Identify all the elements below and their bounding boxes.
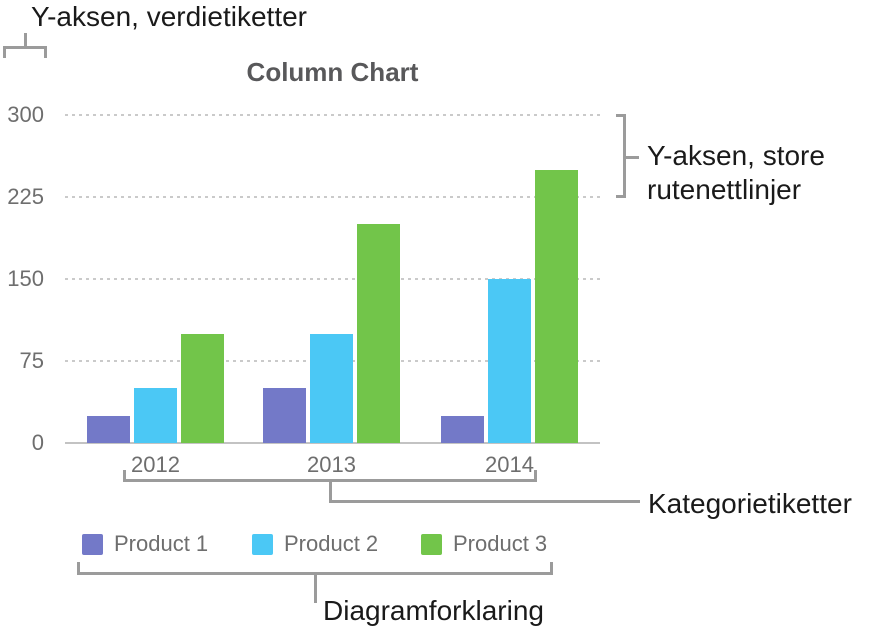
x-axis-line — [65, 442, 600, 444]
legend-swatch-product-1 — [82, 533, 103, 555]
y-axis-tick-label-0: 0 — [31, 430, 44, 455]
gridline-225 — [65, 196, 600, 198]
gridline-300 — [65, 114, 600, 116]
bar-product-3-2013 — [357, 224, 400, 443]
callout-bracket-categories-line — [329, 500, 640, 503]
callout-category-labels: Kategorietiketter — [648, 488, 852, 519]
y-axis-tick-label-300: 300 — [7, 102, 44, 127]
legend-item-product-1: Product 1 — [82, 531, 208, 557]
legend-label-product-3: Product 3 — [453, 531, 548, 556]
legend-item-product-3: Product 3 — [421, 531, 547, 557]
legend-swatch-product-3 — [421, 533, 442, 555]
category-label-2014: 2014 — [485, 452, 534, 477]
legend-label-product-2: Product 2 — [284, 531, 379, 556]
bar-product-2-2014 — [488, 279, 531, 443]
callout-y-axis-gridlines: Y-aksen, store rutenettlinjer — [647, 140, 825, 205]
bar-product-2-2012 — [134, 388, 177, 443]
callout-bracket-y-values — [3, 46, 47, 58]
y-axis-tick-label-150: 150 — [7, 266, 44, 291]
callout-bracket-categories-stem — [329, 479, 332, 503]
callout-bracket-y-values-stem — [24, 33, 27, 49]
gridline-150 — [65, 278, 600, 280]
legend-swatch-product-2 — [252, 533, 273, 555]
bar-product-2-2013 — [310, 333, 353, 443]
callout-bracket-gridlines-tick — [626, 156, 639, 159]
callout-legend: Diagramforklaring — [323, 595, 544, 626]
bar-product-1-2012 — [87, 415, 130, 443]
bar-product-3-2012 — [181, 333, 224, 443]
y-axis-tick-label-75: 75 — [19, 348, 44, 373]
chart-title: Column Chart — [246, 57, 419, 87]
legend-item-product-2: Product 2 — [252, 531, 378, 557]
bar-product-1-2013 — [263, 388, 306, 443]
callout-y-axis-value-labels: Y-aksen, verdietiketter — [31, 1, 307, 32]
callout-bracket-legend-stem — [314, 572, 317, 603]
category-label-2012: 2012 — [131, 452, 180, 477]
callout-bracket-gridlines — [616, 114, 626, 198]
category-label-2013: 2013 — [307, 452, 356, 477]
bar-product-3-2014 — [535, 169, 578, 443]
y-axis-tick-label-225: 225 — [7, 184, 44, 209]
legend-label-product-1: Product 1 — [114, 531, 209, 556]
bar-product-1-2014 — [441, 415, 484, 443]
